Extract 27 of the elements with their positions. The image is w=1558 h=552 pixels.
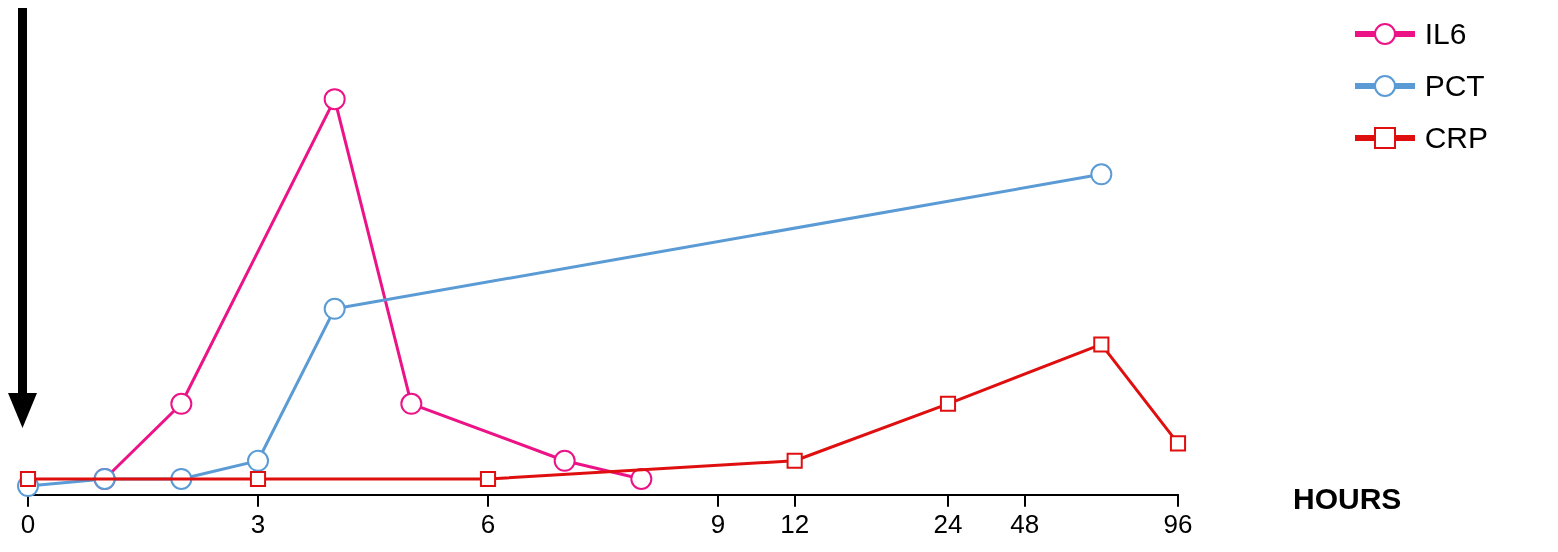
point (19, 470, 37, 488)
x-tick-label: 9 (710, 508, 726, 539)
point (479, 470, 497, 488)
point (1093, 336, 1110, 353)
point (249, 470, 267, 488)
point (786, 452, 803, 469)
point (939, 395, 957, 412)
point (170, 392, 193, 415)
point (1090, 163, 1113, 186)
point (323, 297, 346, 320)
point (553, 449, 576, 472)
point (630, 467, 653, 490)
legend-label: CRP (1424, 121, 1488, 155)
point (247, 449, 269, 472)
x-axis-title: HOURS (1293, 482, 1402, 516)
point (400, 392, 423, 415)
x-tick-label: 12 (780, 508, 810, 539)
x-tick-label: 3 (250, 508, 266, 539)
x-tick-label: 48 (1010, 508, 1040, 539)
legend-label: IL6 (1424, 17, 1467, 51)
legend-label: PCT (1424, 69, 1485, 103)
x-tick-label: 0 (20, 508, 36, 539)
point (323, 88, 346, 111)
x-tick-label: 24 (933, 508, 963, 539)
x-tick-label: 96 (1163, 508, 1193, 539)
point (1169, 435, 1187, 452)
x-tick-label: 6 (480, 508, 496, 539)
